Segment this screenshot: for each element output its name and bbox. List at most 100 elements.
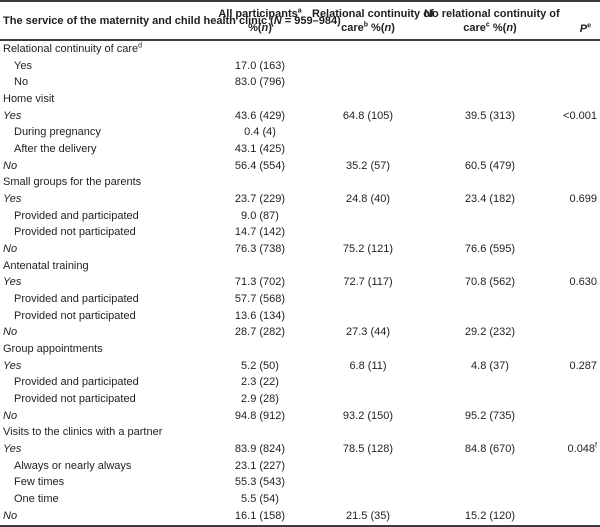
footnote-marker: d xyxy=(138,42,143,50)
table-section-row: Small groups for the parents xyxy=(0,174,600,191)
cell-relational-continuity: 93.2 (150) xyxy=(312,408,424,425)
table-row: No 16.1 (158) 21.5 (35) 15.2 (120) xyxy=(0,508,600,525)
row-label-text: No xyxy=(3,159,18,172)
footnote-marker-c: c xyxy=(485,20,490,28)
cell-no-relational-continuity-text: 29.2 (232) xyxy=(464,326,516,339)
row-label-text: Group appointments xyxy=(3,343,103,356)
table-row: Provided and participated 57.7 (568) xyxy=(0,291,600,308)
table-section-row: Antenatal training xyxy=(0,258,600,275)
table-section-row: Group appointments xyxy=(0,341,600,358)
row-label-text: Antenatal training xyxy=(3,259,89,272)
row-label: No xyxy=(0,324,208,341)
cell-all-participants: 28.7 (282) xyxy=(208,324,312,341)
row-label: One time xyxy=(0,491,208,508)
cell-relational-continuity: 72.7 (117) xyxy=(312,274,424,291)
cell-relational-continuity-text: 72.7 (117) xyxy=(343,276,393,289)
cell-all-participants-text: 56.4 (554) xyxy=(234,159,286,172)
cell-all-participants: 5.5 (54) xyxy=(208,491,312,508)
cell-p-value: 0.048f xyxy=(556,441,600,458)
table-row: Yes 17.0 (163) xyxy=(0,58,600,75)
cell-p-value-text: 0.630 xyxy=(569,276,597,289)
cell-all-participants-text: 76.3 (738) xyxy=(234,243,286,256)
cell-all-participants: 9.0 (87) xyxy=(208,208,312,225)
cell-all-participants: 2.3 (22) xyxy=(208,374,312,391)
table-body: Relational continuity of cared Yes 17.0 (1… xyxy=(0,41,600,524)
cell-no-relational-continuity: 39.5 (313) xyxy=(424,108,556,125)
cell-all-participants: 16.1 (158) xyxy=(208,508,312,525)
cell-p-value-text: 0.048 xyxy=(567,443,596,456)
cell-all-participants-text: 83.9 (824) xyxy=(234,443,286,456)
col-header-no-relational: No relational continuity of carec %(n) xyxy=(424,7,560,35)
col-header-all-participants: All participantsa %(n) xyxy=(208,7,312,35)
row-label: Provided and participated xyxy=(0,374,208,391)
cell-all-participants-text: 57.7 (568) xyxy=(234,293,286,306)
table-row: No 94.8 (912) 93.2 (150) 95.2 (735) xyxy=(0,408,600,425)
cell-relational-continuity-text: 27.3 (44) xyxy=(345,326,391,339)
row-label-text: After the delivery xyxy=(14,143,97,156)
table-row: Provided not participated 14.7 (142) xyxy=(0,224,600,241)
row-label-text: Relational continuity of care xyxy=(3,43,139,55)
row-label: No xyxy=(0,408,208,425)
cell-all-participants-text: 5.2 (50) xyxy=(241,359,279,372)
row-label-text: Provided and participated xyxy=(14,293,139,306)
cell-no-relational-continuity-text: 95.2 (735) xyxy=(464,409,516,422)
table-header: The service of the maternity and child h… xyxy=(0,2,600,41)
cell-all-participants-text: 43.6 (429) xyxy=(234,109,286,122)
footnote-marker-b: b xyxy=(363,20,368,28)
cell-relational-continuity: 75.2 (121) xyxy=(312,241,424,258)
row-label: No xyxy=(0,158,208,175)
row-label-text: Provided not participated xyxy=(14,393,136,406)
row-label: Provided not participated xyxy=(0,391,208,408)
col-header-norel-line2: care xyxy=(463,21,486,34)
row-label: Provided not participated xyxy=(0,224,208,241)
cell-all-participants: 71.3 (702) xyxy=(208,274,312,291)
footnote-marker-a: a xyxy=(297,6,302,14)
row-label-text: No xyxy=(3,326,18,339)
col-header-rel-line1: Relational continuity of xyxy=(312,7,434,20)
row-label: No xyxy=(0,508,208,525)
row-label: No xyxy=(0,241,208,258)
row-label-text: One time xyxy=(14,493,59,506)
cell-relational-continuity: 27.3 (44) xyxy=(312,324,424,341)
cell-all-participants-text: 14.7 (142) xyxy=(234,226,286,239)
cell-relational-continuity: 35.2 (57) xyxy=(312,158,424,175)
row-label-text: Provided and participated xyxy=(14,209,139,222)
row-label-text: Small groups for the parents xyxy=(3,176,142,189)
cell-no-relational-continuity: 60.5 (479) xyxy=(424,158,556,175)
cell-all-participants: 83.9 (824) xyxy=(208,441,312,458)
cell-all-participants: 43.1 (425) xyxy=(208,141,312,158)
cell-all-participants: 0.4 (4) xyxy=(208,124,312,141)
col-header-p-value: Pe xyxy=(556,22,600,39)
cell-p-value: 0.287 xyxy=(556,358,600,375)
row-label-text: Home visit xyxy=(3,93,55,106)
cell-relational-continuity-text: 35.2 (57) xyxy=(345,159,391,172)
cell-relational-continuity: 6.8 (11) xyxy=(312,358,424,375)
col-header-service-n: N xyxy=(273,14,282,27)
cell-all-participants-text: 23.1 (227) xyxy=(234,459,286,472)
cell-relational-continuity: 24.8 (40) xyxy=(312,191,424,208)
cell-no-relational-continuity-text: 39.5 (313) xyxy=(464,109,516,122)
row-label: Small groups for the parents xyxy=(0,174,208,191)
cell-all-participants-text: 83.0 (796) xyxy=(234,76,286,89)
row-label-text: Few times xyxy=(14,476,65,489)
row-label-text: Yes xyxy=(14,59,32,72)
table-row: Yes 5.2 (50) 6.8 (11) 4.8 (37) 0.287 xyxy=(0,358,600,375)
cell-p-value: <0.001 xyxy=(556,108,600,125)
cell-no-relational-continuity-text: 4.8 (37) xyxy=(471,359,509,372)
cell-p-value-text: 0.699 xyxy=(569,193,597,206)
row-label: Yes xyxy=(0,58,208,75)
col-header-norel-unit-post: ) xyxy=(513,21,517,34)
cell-p-value-text: 0.287 xyxy=(569,359,597,372)
row-label-text: Yes xyxy=(3,109,22,122)
row-label-text: Yes xyxy=(3,443,22,456)
cell-all-participants-text: 17.0 (163) xyxy=(234,59,286,72)
cell-all-participants: 57.7 (568) xyxy=(208,291,312,308)
row-label: Provided and participated xyxy=(0,291,208,308)
row-label-text: Provided not participated xyxy=(14,309,136,322)
cell-p-value: 0.630 xyxy=(556,274,600,291)
row-label-text: No xyxy=(3,509,18,522)
cell-all-participants: 17.0 (163) xyxy=(208,58,312,75)
cell-all-participants-text: 2.3 (22) xyxy=(241,376,279,389)
row-label-text: Yes xyxy=(3,276,22,289)
